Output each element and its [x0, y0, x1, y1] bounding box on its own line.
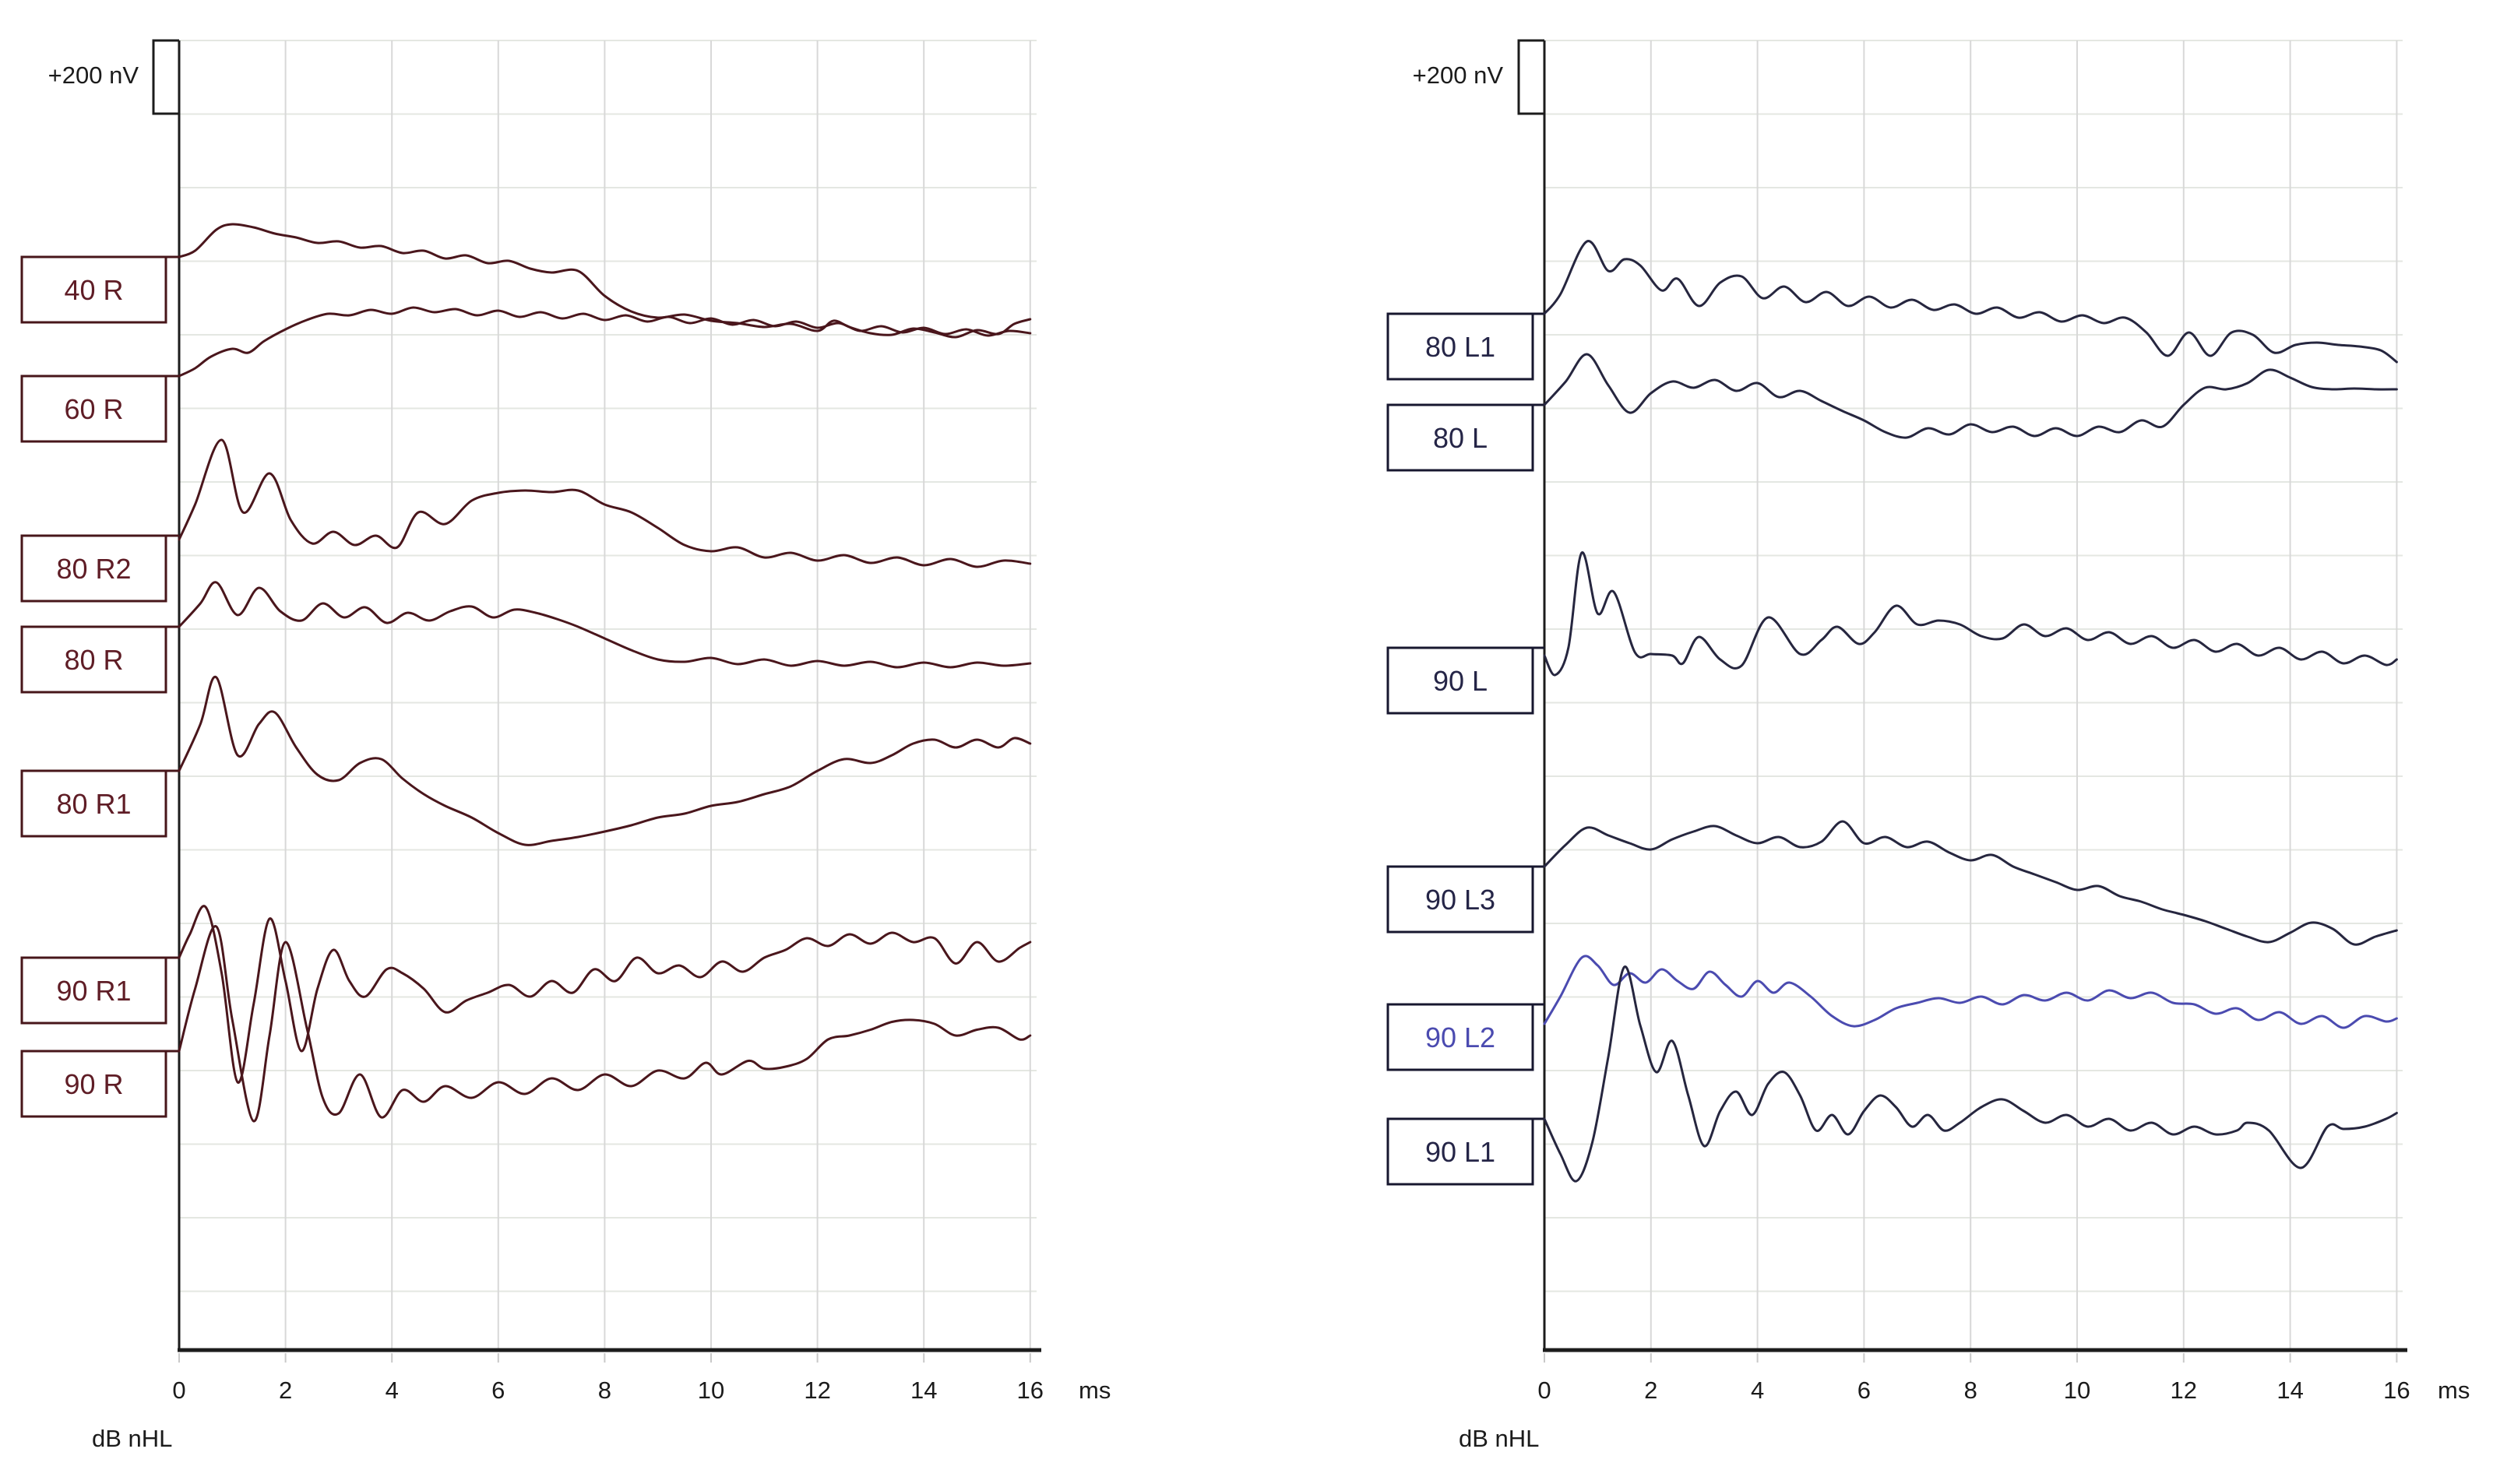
x-tick-label-8: 8	[598, 1377, 611, 1404]
x-tick-label-6: 6	[491, 1377, 505, 1404]
x-tick-label-4: 4	[386, 1377, 399, 1404]
x-tick-label-16: 16	[2383, 1377, 2410, 1404]
trace-60-R[interactable]	[178, 306, 1032, 378]
trace-80-L1[interactable]	[1543, 240, 2398, 364]
trace-label-box-40-R[interactable]	[20, 255, 167, 324]
trace-label-box-80-R1[interactable]	[20, 769, 167, 838]
trace-label-box-90-R1[interactable]	[20, 956, 167, 1025]
panel-left-ear: 0 2 4 6 8 10 12 14 16 80 L1 80 L 90 L 90 L3 90 L2 90 L…	[1386, 39, 2410, 1404]
trace-label-box-90-R[interactable]	[20, 1050, 167, 1118]
trace-label-box-80-R2[interactable]	[20, 534, 167, 603]
trace-label-box-90-L[interactable]	[1386, 646, 1534, 715]
trace-label-80-L1: 80 L1	[1425, 331, 1495, 363]
trace-90-L[interactable]	[1543, 551, 2398, 677]
trace-label-40-R: 40 R	[64, 274, 123, 306]
trace-label-60-R: 60 R	[64, 393, 123, 425]
x-tick-label-2: 2	[279, 1377, 292, 1404]
x-tick-label-6: 6	[1857, 1377, 1871, 1404]
trace-label-90-L2: 90 L2	[1425, 1022, 1495, 1053]
trace-label-90-L3: 90 L3	[1425, 884, 1495, 916]
x-tick-label-10: 10	[698, 1377, 724, 1404]
x-tick-label-10: 10	[2064, 1377, 2090, 1404]
trace-label-box-80-L[interactable]	[1386, 403, 1534, 472]
trace-label-90-L: 90 L	[1433, 665, 1488, 697]
trace-label-box-90-L2[interactable]	[1386, 1003, 1534, 1071]
right-panel-ms-label: ms	[2438, 1377, 2470, 1404]
calibration-bracket	[152, 39, 179, 115]
x-tick-label-2: 2	[1644, 1377, 1657, 1404]
left-panel-ms-label: ms	[1079, 1377, 1111, 1404]
left-panel-calibration-label: +200 nV	[48, 62, 139, 89]
right-panel-calibration-label: +200 nV	[1413, 62, 1504, 89]
trace-label-90-R1: 90 R1	[56, 975, 131, 1007]
x-tick-label-14: 14	[2276, 1377, 2303, 1404]
trace-label-box-80-R[interactable]	[20, 625, 167, 694]
left-panel-db-nhl-label: dB nHL	[92, 1425, 172, 1452]
x-tick-label-0: 0	[172, 1377, 185, 1404]
trace-80-R2[interactable]	[178, 438, 1032, 568]
trace-label-box-60-R[interactable]	[20, 375, 167, 443]
trace-90-R[interactable]	[178, 925, 1032, 1123]
trace-label-80-R1: 80 R1	[56, 788, 131, 820]
trace-80-L[interactable]	[1543, 353, 2398, 439]
trace-80-R1[interactable]	[178, 676, 1032, 846]
x-tick-label-16: 16	[1017, 1377, 1044, 1404]
right-panel-db-nhl-label: dB nHL	[1459, 1425, 1539, 1452]
x-tick-label-12: 12	[804, 1377, 830, 1404]
trace-90-L2[interactable]	[1543, 955, 2398, 1029]
x-tick-label-0: 0	[1537, 1377, 1551, 1404]
trace-label-80-R2: 80 R2	[56, 553, 131, 585]
trace-label-box-90-L3[interactable]	[1386, 865, 1534, 934]
trace-90-R1[interactable]	[178, 905, 1032, 1084]
trace-label-box-90-L1[interactable]	[1386, 1117, 1534, 1186]
x-tick-label-4: 4	[1751, 1377, 1764, 1404]
trace-90-L3[interactable]	[1543, 820, 2398, 946]
x-tick-label-12: 12	[2171, 1377, 2197, 1404]
trace-label-80-R: 80 R	[64, 644, 123, 676]
trace-label-90-R: 90 R	[64, 1068, 123, 1100]
trace-80-R[interactable]	[178, 581, 1032, 669]
calibration-bracket	[1517, 39, 1544, 115]
panel-right-ear: 0 2 4 6 8 10 12 14 16 40 R 60 R 80 R2 80 R 80 R1 90 R1…	[20, 39, 1044, 1404]
trace-label-80-L: 80 L	[1433, 422, 1488, 454]
x-tick-label-14: 14	[910, 1377, 937, 1404]
trace-label-box-80-L1[interactable]	[1386, 312, 1534, 381]
trace-label-90-L1: 90 L1	[1425, 1136, 1495, 1168]
x-tick-label-8: 8	[1964, 1377, 1977, 1404]
trace-90-L1[interactable]	[1543, 965, 2398, 1183]
